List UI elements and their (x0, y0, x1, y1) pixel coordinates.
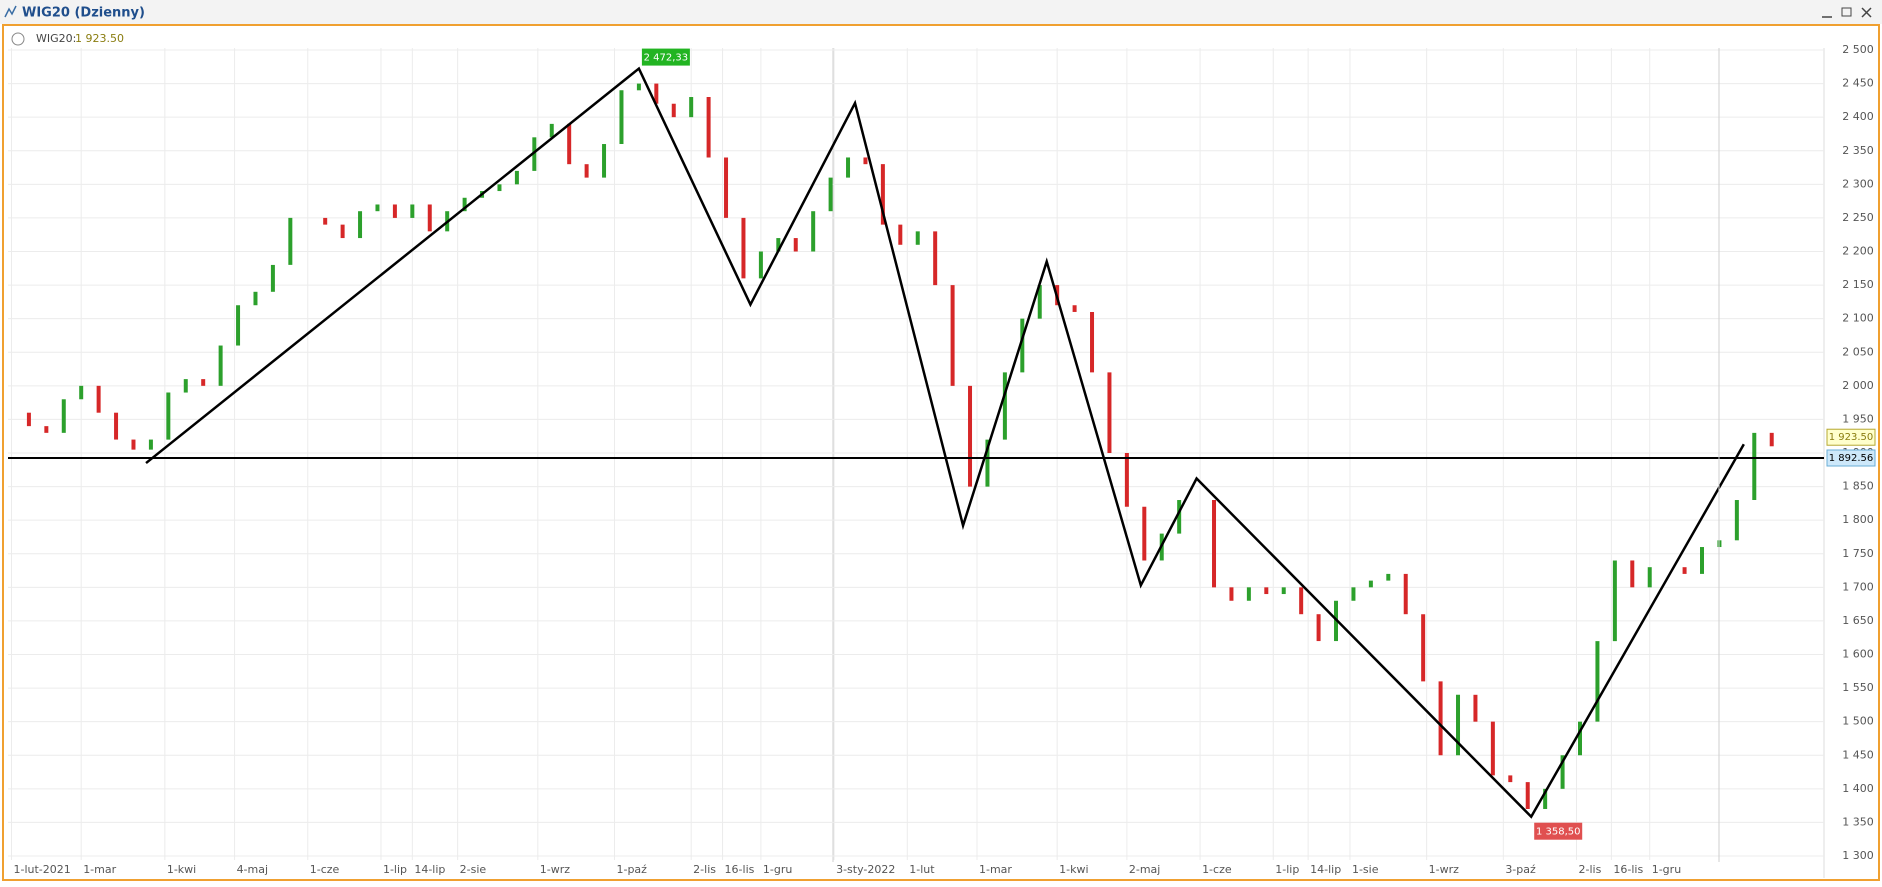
annotation-box (641, 48, 690, 66)
x-tick-label: 14-lip (414, 863, 445, 876)
y-tick-label: 2 150 (1842, 278, 1874, 291)
x-tick-label: 3-sty-2022 (836, 863, 895, 876)
y-tick-label: 2 200 (1842, 245, 1874, 258)
x-tick-label: 2-sie (460, 863, 487, 876)
y-tick-label: 2 350 (1842, 144, 1874, 157)
y-tick-label: 1 750 (1842, 547, 1874, 560)
move-handle[interactable] (11, 32, 25, 46)
x-tick-label: 16-lis (725, 863, 755, 876)
x-tick-label: 2-maj (1129, 863, 1160, 876)
y-tick-label: 1 450 (1842, 748, 1874, 761)
x-tick-label: 4-maj (237, 863, 268, 876)
x-tick-label: 1-gru (763, 863, 792, 876)
y-tick-label: 2 400 (1842, 110, 1874, 123)
y-tick-label: 1 300 (1842, 849, 1874, 862)
x-tick-label: 1-kwi (167, 863, 196, 876)
y-tick-label: 2 300 (1842, 177, 1874, 190)
legend-name: WIG20: (36, 32, 76, 45)
y-tick-label: 2 000 (1842, 379, 1874, 392)
y-tick-label: 2 100 (1842, 312, 1874, 325)
y-tick-label: 1 850 (1842, 480, 1874, 493)
annotation-box (1534, 822, 1583, 840)
annotation-label: 1 358,50 (1536, 827, 1581, 838)
title-bar (0, 0, 1882, 24)
x-tick-label: 1-cze (1202, 863, 1232, 876)
y-tick-label: 1 650 (1842, 614, 1874, 627)
y-tick-label: 1 600 (1842, 648, 1874, 661)
y-tick-label: 1 350 (1842, 815, 1874, 828)
app-icon (4, 5, 17, 18)
zigzag-line (145, 66, 1745, 819)
x-tick-label: 2-lis (693, 863, 716, 876)
x-tick-label: 16-lis (1613, 863, 1643, 876)
x-tick-label: 1-lip (383, 863, 407, 876)
y-tick-label: 1 550 (1842, 681, 1874, 694)
x-tick-label: 1-cze (310, 863, 340, 876)
x-tick-label: 1-lut (909, 863, 935, 876)
x-tick-label: 1-wrz (1429, 863, 1459, 876)
x-tick-label: 14-lip (1310, 863, 1341, 876)
y-tick-label: 2 450 (1842, 77, 1874, 90)
x-tick-label: 1-sie (1352, 863, 1379, 876)
y-tick-label: 2 250 (1842, 211, 1874, 224)
x-tick-label: 1-lut-2021 (13, 863, 70, 876)
close-button[interactable] (1861, 7, 1872, 18)
x-tick-label: 1-lip (1275, 863, 1299, 876)
x-tick-label: 1-mar (83, 863, 116, 876)
price-tag-label: 1 892.56 (1829, 453, 1874, 464)
x-tick-label: 1-kwi (1059, 863, 1088, 876)
annotation-label: 2 472,33 (644, 53, 689, 64)
x-tick-label: 1-paź (616, 863, 647, 876)
price-tag (1826, 428, 1876, 446)
y-tick-label: 2 050 (1842, 345, 1874, 358)
legend-value: 1 923.50 (75, 32, 124, 45)
x-tick-label: 1-mar (979, 863, 1012, 876)
y-tick-label: 1 400 (1842, 782, 1874, 795)
y-tick-label: 1 800 (1842, 513, 1874, 526)
x-tick-label: 1-gru (1652, 863, 1681, 876)
price-tag-label: 1 923.50 (1829, 432, 1874, 443)
restore-button[interactable] (1841, 7, 1852, 17)
x-tick-label: 2-lis (1579, 863, 1602, 876)
y-tick-label: 2 500 (1842, 43, 1874, 56)
x-tick-label: 1-wrz (540, 863, 570, 876)
x-tick-label: 3-paź (1505, 863, 1536, 876)
window-title: WIG20 (Dzienny) (22, 6, 145, 21)
y-tick-label: 1 950 (1842, 412, 1874, 425)
price-tag (1826, 449, 1876, 467)
plot: 2 472,33 1 358,50 (8, 48, 1824, 860)
y-tick-label: 1 500 (1842, 715, 1874, 728)
y-tick-label: 1 700 (1842, 580, 1874, 593)
